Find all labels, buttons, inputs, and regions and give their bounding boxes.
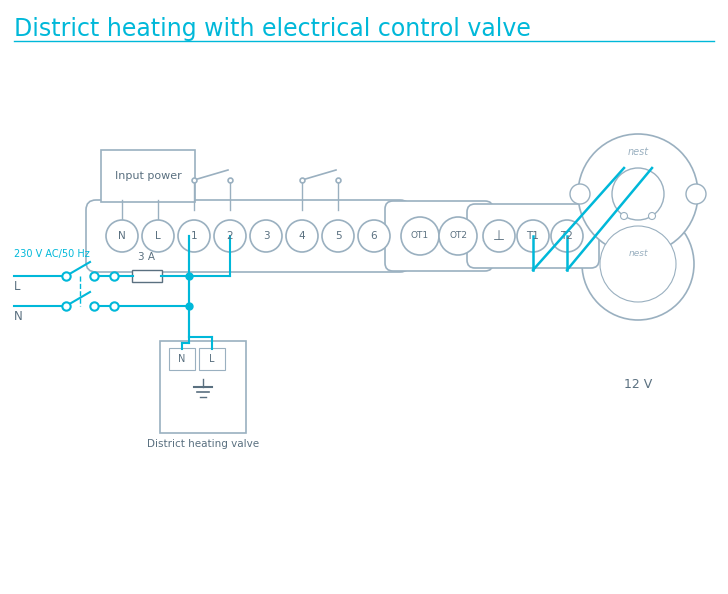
Text: 12 V: 12 V [624, 378, 652, 390]
Text: nest: nest [628, 249, 648, 258]
Text: L: L [14, 280, 20, 292]
Text: L: L [155, 231, 161, 241]
Circle shape [570, 184, 590, 204]
Text: OT1: OT1 [411, 232, 429, 241]
Circle shape [483, 220, 515, 252]
Text: District heating with electrical control valve: District heating with electrical control… [14, 17, 531, 41]
Text: 1: 1 [191, 231, 197, 241]
Text: 2: 2 [226, 231, 233, 241]
Circle shape [517, 220, 549, 252]
Circle shape [142, 220, 174, 252]
Circle shape [322, 220, 354, 252]
Circle shape [401, 217, 439, 255]
Text: 3: 3 [263, 231, 269, 241]
Text: L: L [209, 354, 215, 364]
FancyBboxPatch shape [199, 348, 225, 370]
Circle shape [649, 213, 655, 220]
Text: 4: 4 [298, 231, 305, 241]
FancyBboxPatch shape [467, 204, 599, 268]
Circle shape [612, 168, 664, 220]
FancyBboxPatch shape [160, 341, 246, 433]
Text: N: N [178, 354, 186, 364]
Text: T2: T2 [561, 231, 574, 241]
FancyBboxPatch shape [385, 201, 493, 271]
FancyBboxPatch shape [169, 348, 195, 370]
Circle shape [578, 134, 698, 254]
Circle shape [686, 184, 706, 204]
Circle shape [582, 208, 694, 320]
Circle shape [178, 220, 210, 252]
Text: 3 A: 3 A [138, 252, 156, 262]
FancyBboxPatch shape [132, 270, 162, 282]
Text: 5: 5 [335, 231, 341, 241]
Circle shape [214, 220, 246, 252]
Circle shape [286, 220, 318, 252]
Circle shape [620, 213, 628, 220]
Circle shape [551, 220, 583, 252]
FancyBboxPatch shape [86, 200, 410, 272]
Text: ⊥: ⊥ [493, 229, 505, 243]
Circle shape [439, 217, 477, 255]
Circle shape [106, 220, 138, 252]
FancyBboxPatch shape [101, 150, 195, 202]
Circle shape [600, 226, 676, 302]
Text: Input power: Input power [114, 171, 181, 181]
Circle shape [358, 220, 390, 252]
Text: District heating valve: District heating valve [147, 439, 259, 449]
Text: 6: 6 [371, 231, 377, 241]
Text: N: N [14, 309, 23, 323]
Text: OT2: OT2 [449, 232, 467, 241]
Circle shape [250, 220, 282, 252]
Text: T1: T1 [526, 231, 539, 241]
Text: nest: nest [628, 147, 649, 157]
Text: 230 V AC/50 Hz: 230 V AC/50 Hz [14, 249, 90, 259]
Text: N: N [118, 231, 126, 241]
